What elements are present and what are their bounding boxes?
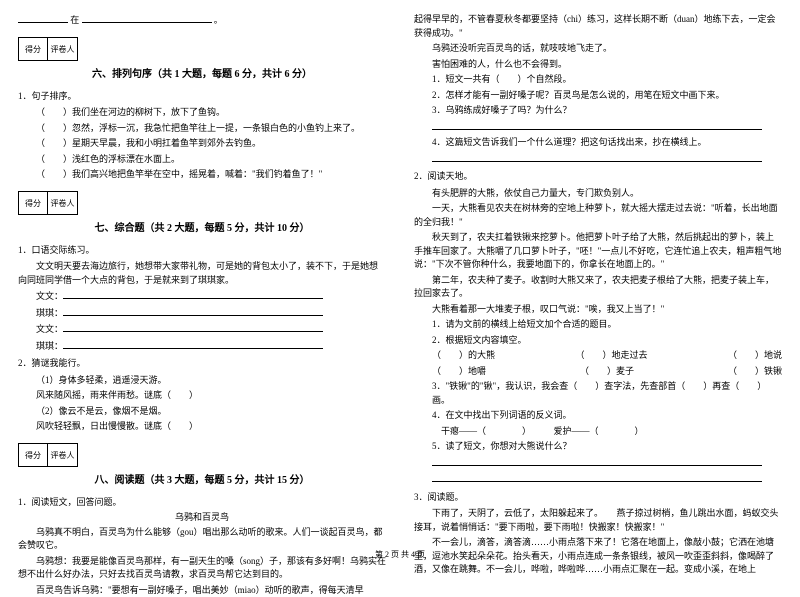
story2-para: 秋天到了，农夫扛着铁锹来挖萝卜。他把萝卜叶子给了大熊，然后挑起出的萝卜，装上手推…	[414, 231, 782, 272]
story2-para: 一天，大熊看见农夫在树林旁的空地上种萝卜，就大摇大摆走过去说："听着，长出地面的…	[414, 202, 782, 229]
sub-q: 3．乌鸦练成好嗓子了吗？为什么？	[414, 104, 782, 118]
q7-1: 1．口语交际练习。	[18, 244, 386, 258]
answer-blank	[414, 152, 782, 167]
dialog-line: 琪琪：	[18, 339, 386, 354]
fill-blank-line: 在 。	[18, 13, 386, 28]
q8-1: 1．阅读短文，回答问题。	[18, 496, 386, 510]
q6-item: （ ）星期天早晨，我和小明扛着鱼竿到郊外去钓鱼。	[18, 137, 386, 151]
q7-1-desc: 文文明天要去海边旅行，她想带大家带礼物，可是她的背包太小了，装不下，于是她想向同…	[18, 260, 386, 287]
page-footer: 第 2 页 共 4 页	[0, 549, 800, 561]
story-line: 乌鸦还没听完百灵鸟的话，就吱吱地飞走了。	[414, 42, 782, 56]
q7-2: 2．猜谜我能行。	[18, 357, 386, 371]
story-line: 害怕困难的人，什么也不会得到。	[414, 58, 782, 72]
blank-row: （ ）的大熊 （ ）地走过去 （ ）地说	[414, 349, 782, 363]
sub-q: 5．读了短文，你想对大熊说什么？	[414, 440, 782, 454]
story2-para: 第二年，农夫种了麦子。收割时大熊又来了，农夫把麦子根给了大熊，把麦子装上车，拉回…	[414, 274, 782, 301]
score-box-8: 得分 评卷人	[18, 443, 386, 467]
grader-label: 评卷人	[48, 191, 78, 215]
sub-q: 1．请为文前的横线上给短文加个合适的题目。	[414, 318, 782, 332]
sub-q: 2．怎样才能有一副好嗓子呢？百灵鸟是怎么说的，用笔在短文中画下来。	[414, 89, 782, 103]
q6-item: （ ）我们高兴地把鱼竿举在空中，摇晃着，喊着："我们钓着鱼了！"	[18, 168, 386, 182]
score-label: 得分	[18, 37, 48, 61]
score-box-7: 得分 评卷人	[18, 191, 386, 215]
q6-item: （ ）浅红色的浮标漂在水面上。	[18, 153, 386, 167]
fill-prefix: 在	[70, 15, 79, 25]
dialog-line: 琪琪：	[18, 306, 386, 321]
sub-q: 4．在文中找出下列词语的反义词。	[414, 409, 782, 423]
grader-label: 评卷人	[48, 443, 78, 467]
story2-para: 有头肥胖的大熊，依仗自己力量大，专门欺负别人。	[414, 187, 782, 201]
q6-1: 1．句子排序。	[18, 90, 386, 104]
section-7-title: 七、综合题（共 2 大题，每题 5 分，共计 10 分）	[18, 221, 386, 236]
sub-q: 3．"铁锹"的"锹"，我认识，我会查（ ）查字法，先查部首（ ）再查（ ）画。	[414, 380, 782, 407]
riddle-line: （2）像云不是云，像烟不是烟。	[18, 405, 386, 419]
grader-label: 评卷人	[48, 37, 78, 61]
answer-blank	[414, 120, 782, 135]
blank-row: （ ）地嚼 （ ）麦子 （ ）铁锹	[414, 365, 782, 379]
answer-blank	[414, 472, 782, 487]
story2-para: 大熊看着那一大堆麦子根，叹口气说："唉，我又上当了！"	[414, 303, 782, 317]
sub-q: 2．根据短文内容填空。	[414, 334, 782, 348]
dialog-line: 文文：	[18, 289, 386, 304]
score-label: 得分	[18, 443, 48, 467]
story3-para: 下雨了，天阴了，云低了，太阳躲起来了。 燕子掠过树梢，鱼儿跳出水面，蚂蚁交头接耳…	[414, 507, 782, 534]
section-8-title: 八、阅读题（共 3 大题，每题 5 分，共计 15 分）	[18, 473, 386, 488]
score-label: 得分	[18, 191, 48, 215]
answer-blank	[414, 456, 782, 471]
section-6-title: 六、排列句序（共 1 大题，每题 6 分，共计 6 分）	[18, 67, 386, 82]
riddle-line: 风来随风摇，雨来伴雨愁。谜底（ ）	[18, 389, 386, 403]
q6-item: （ ）忽然，浮标一沉，我急忙把鱼竿往上一提，一条银白色的小鱼钓上来了。	[18, 122, 386, 136]
score-box-6: 得分 评卷人	[18, 37, 386, 61]
dialog-line: 文文：	[18, 322, 386, 337]
antonym-line: 干瘪——（ ） 爱护——（ ）	[414, 425, 782, 439]
sub-q: 4．这篇短文告诉我们一个什么道理？把这句话找出来，抄在横线上。	[414, 136, 782, 150]
story-title: 乌鸦和百灵鸟	[18, 511, 386, 525]
story-para: 百灵鸟告诉乌鸦："要想有一副好嗓子，唱出美妙（miao）动听的歌声，得每天清早	[18, 584, 386, 597]
riddle-line: 风吹轻轻飘，日出慢慢散。谜底（ ）	[18, 420, 386, 434]
story-cont: 起得早早的，不管春夏秋冬都要坚持（chi）练习，这样长期不断（duan）地练下去…	[414, 13, 782, 40]
q6-item: （ ）我们坐在河边的柳树下，放下了鱼钩。	[18, 106, 386, 120]
fill-suffix: 。	[214, 15, 223, 25]
q8-2: 2．阅读天地。	[414, 170, 782, 184]
q8-3: 3．阅读题。	[414, 491, 782, 505]
riddle-line: （1）身体多轻柔，逍遥浸天游。	[18, 374, 386, 388]
sub-q: 1．短文一共有（ ）个自然段。	[414, 73, 782, 87]
